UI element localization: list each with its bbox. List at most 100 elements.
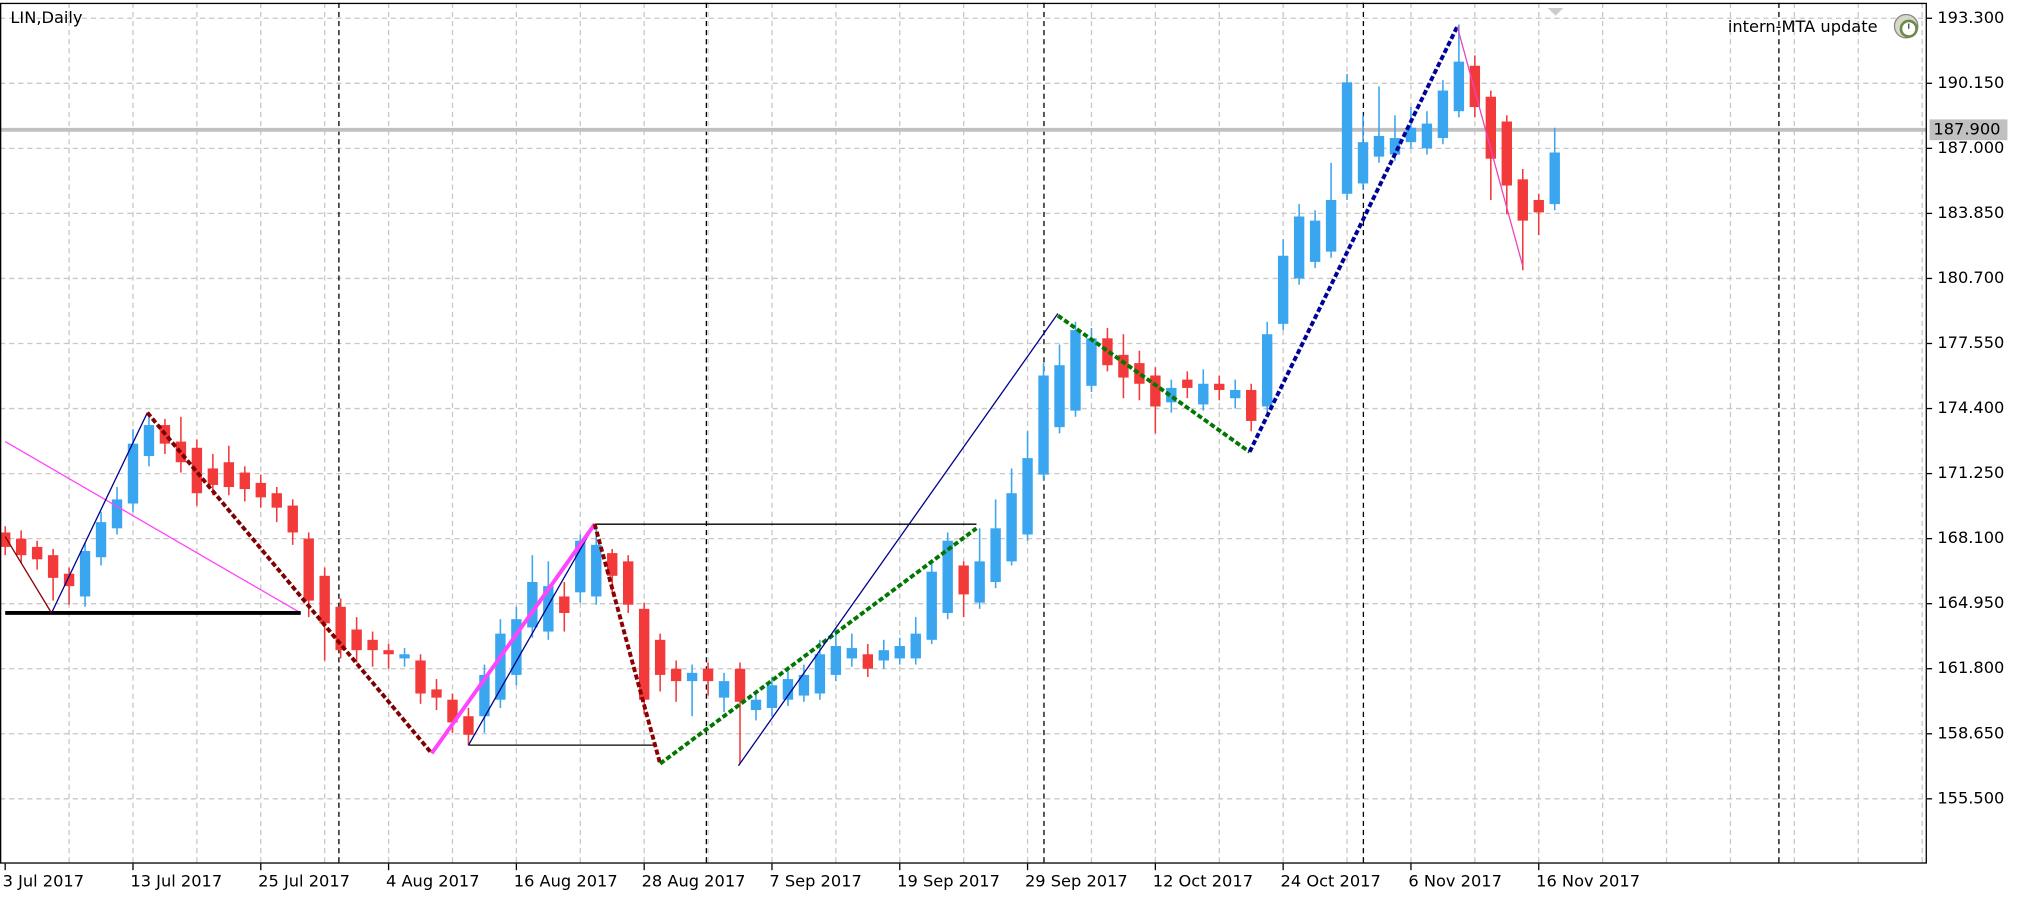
candle-body [511, 619, 522, 675]
candle-body [367, 639, 378, 651]
candle-body [958, 565, 969, 595]
overlay-line [50, 412, 148, 614]
candle-body [1022, 458, 1033, 535]
candle-body [1086, 338, 1097, 386]
candle-body [463, 716, 474, 735]
candle-body [974, 561, 985, 603]
candle-body [1341, 82, 1353, 194]
axes: 193.300 190.150 187.000 183.850 180.700 177.5… [3, 8, 2008, 890]
candle-body [1501, 121, 1512, 186]
candle-body [1134, 363, 1145, 384]
candle-body [638, 608, 650, 700]
overlay-line [4, 536, 53, 614]
candle-body [814, 654, 826, 694]
candle-body [447, 699, 458, 723]
x-tick-label: 4 Aug 2017 [386, 871, 480, 890]
overlays [4, 25, 1524, 767]
candle-body [223, 462, 235, 488]
candle-body [830, 646, 842, 675]
candle-body [1070, 330, 1081, 411]
candle-body [191, 447, 203, 494]
candle-body [1437, 90, 1449, 139]
candle-body [1006, 493, 1017, 562]
candle-body [654, 639, 666, 675]
candle-body [1246, 389, 1257, 421]
y-tick-label: 187.000 [1937, 138, 2004, 157]
candle-body [798, 674, 810, 696]
candle-body [1389, 138, 1401, 155]
candle-body [1309, 220, 1321, 262]
y-tick-label: 193.300 [1937, 8, 2004, 27]
candle-body [846, 648, 858, 659]
candle-body [415, 660, 426, 694]
overlay-line [145, 411, 434, 755]
candle-body [1038, 375, 1049, 475]
candle-body [942, 540, 953, 613]
chart-title: LIN,Daily [10, 8, 83, 27]
candle-body [1325, 199, 1337, 252]
candle-body [319, 575, 330, 624]
overlay-line [430, 523, 597, 755]
x-tick-label: 7 Sep 2017 [769, 871, 861, 890]
candle-body [750, 699, 762, 711]
candle-body [1150, 375, 1161, 407]
last-price-label: 187.900 [1933, 119, 2000, 138]
overlay-line [592, 523, 663, 765]
candle-body [127, 443, 139, 504]
y-tick-label: 161.800 [1937, 658, 2004, 677]
candle-body [79, 551, 91, 597]
candle-body [1198, 383, 1209, 405]
candle-body [207, 468, 219, 485]
candle-body [335, 606, 346, 651]
candle-body [31, 546, 43, 560]
candle-body [1214, 383, 1225, 390]
y-tick-label: 158.650 [1937, 723, 2004, 742]
candle-body [383, 650, 394, 655]
candle-body [670, 668, 682, 682]
candle-body [255, 482, 266, 498]
x-tick-label: 24 Oct 2017 [1281, 871, 1381, 890]
candle-body [111, 499, 123, 529]
x-tick-label: 25 Jul 2017 [258, 871, 350, 890]
y-tick-label: 171.250 [1937, 463, 2004, 482]
candle-body [1166, 387, 1177, 403]
candle-body [718, 681, 730, 698]
candle-body [766, 685, 778, 708]
overlay-line [737, 313, 1059, 767]
candle-body [527, 582, 538, 628]
candle-body [623, 561, 634, 605]
candle-body [543, 586, 554, 632]
x-tick-label: 6 Nov 2017 [1408, 871, 1502, 890]
x-tick-label: 19 Sep 2017 [897, 871, 1000, 890]
x-tick-label: 16 Nov 2017 [1536, 871, 1640, 890]
candle-body [1533, 199, 1544, 213]
candle-body [351, 629, 362, 651]
y-tick-label: 155.500 [1937, 788, 2004, 807]
candle-body [1261, 334, 1273, 407]
candle-body [1485, 96, 1497, 159]
overlay-line [1056, 314, 1251, 454]
candle-body [1182, 379, 1193, 388]
candle-body [894, 646, 905, 659]
y-tick-label: 168.100 [1937, 528, 2004, 547]
candle-body [559, 596, 570, 613]
candle-body [0, 532, 11, 547]
candle-body [702, 668, 714, 682]
candle-body [431, 689, 442, 698]
candle-body [1549, 152, 1560, 205]
candle-body [910, 633, 921, 659]
candle-body [1405, 127, 1417, 143]
candle-body [287, 505, 298, 533]
y-tick-label: 190.150 [1937, 73, 2004, 92]
candle-body [686, 672, 698, 682]
candle-body [1453, 61, 1465, 112]
candle-body [1277, 255, 1289, 324]
x-tick-label: 12 Oct 2017 [1153, 871, 1253, 890]
y-tick-label: 174.400 [1937, 398, 2004, 417]
candle-body [271, 493, 282, 508]
candle-body [95, 522, 107, 558]
candle-body [926, 571, 937, 640]
